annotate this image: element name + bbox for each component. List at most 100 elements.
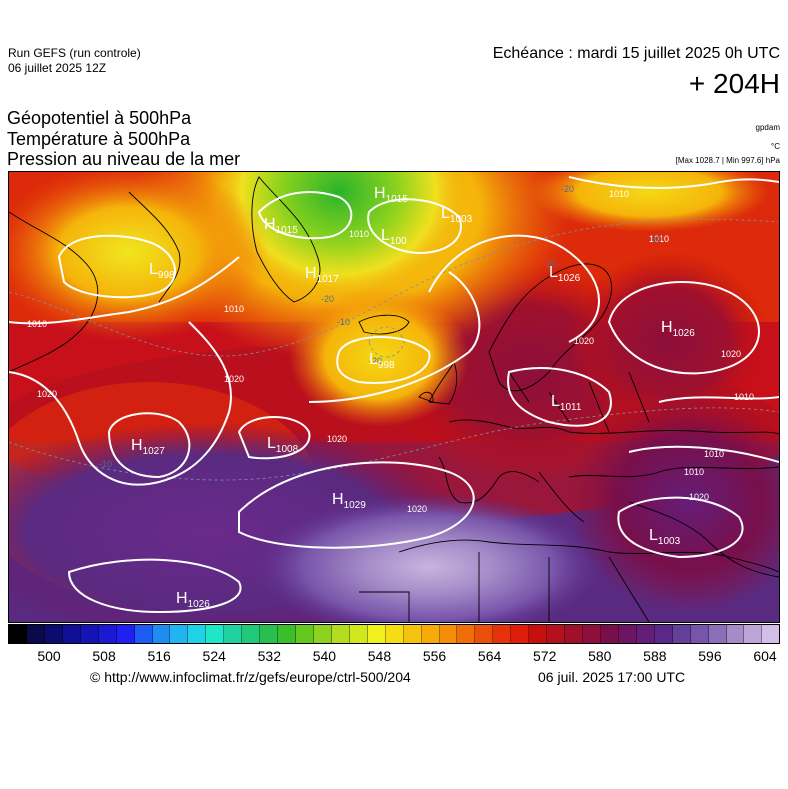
isobar-line [607, 281, 760, 375]
colorbar-swatch [421, 625, 440, 643]
isotherms [9, 219, 779, 481]
isobar-line [67, 558, 242, 614]
colorbar-swatch [726, 625, 745, 643]
colorbar-swatch [26, 625, 45, 643]
colorbar-swatch [296, 625, 314, 643]
colorbar-swatch [260, 625, 279, 643]
isotherm-label: -10 [99, 459, 112, 469]
colorbar [8, 624, 780, 644]
isobar-label: 1020 [37, 389, 57, 399]
colorbar-swatch [134, 625, 153, 643]
colorbar-tick-label: 580 [588, 648, 612, 664]
colorbar-tick-label: 588 [643, 648, 667, 664]
coast-north-africa [398, 539, 779, 573]
isobar-line [336, 336, 431, 384]
isobar-line [308, 271, 481, 403]
colorbar-swatch [618, 625, 637, 643]
field-barents [529, 172, 769, 232]
isobar-line [507, 367, 612, 427]
colorbar-tick-label: 540 [312, 648, 337, 664]
isobar-label: 1010 [649, 234, 669, 244]
colorbar-swatch [80, 625, 99, 643]
pressure-center-high: H1027 [131, 437, 165, 457]
colorbar-swatch [313, 625, 332, 643]
pressure-center-high: H1015 [264, 216, 298, 236]
param-pressure: Pression au niveau de la mer [7, 149, 241, 169]
colorbar-tick-label: 508 [92, 648, 116, 664]
isobar-label: 1010 [684, 467, 704, 477]
isobar-line [617, 496, 744, 559]
pressure-center-low: L998 [369, 351, 395, 371]
isobar-label: 1010 [609, 189, 629, 199]
colorbar-swatch [565, 625, 583, 643]
colorbar-tick-label: 572 [533, 648, 557, 664]
colorbar-tick-label: 556 [422, 648, 447, 664]
isobar-label: 1010 [27, 319, 47, 329]
isobar-line [238, 461, 475, 549]
isobar-line [9, 256, 240, 325]
isobar-label: 1010 [224, 304, 244, 314]
colorbar-swatch [242, 625, 261, 643]
colorbar-swatch [654, 625, 673, 643]
colorbar-swatch [708, 625, 727, 643]
colorbar-swatch [583, 625, 601, 643]
colorbar-swatch [744, 625, 763, 643]
isotherm-line [368, 326, 405, 358]
field-arctic-cold [209, 172, 469, 302]
param-temperature: Température à 500hPa [7, 129, 191, 149]
colorbar-tick-label: 516 [147, 648, 171, 664]
isobar-label: 1020 [574, 336, 594, 346]
coast-scandinavia [488, 263, 613, 392]
colorbar-swatch [493, 625, 512, 643]
colorbar-swatch [278, 625, 296, 643]
isobar-line [628, 445, 779, 463]
map-canvas: 1010 1010 1020 1020 1020 1010 1020 1010 … [9, 172, 779, 622]
isobar-line [367, 198, 462, 254]
isobar-line [428, 234, 600, 343]
colorbar-swatch [457, 625, 476, 643]
colorbar-swatch [170, 625, 189, 643]
colorbar-swatch [439, 625, 458, 643]
isotherm-label: -20 [544, 259, 557, 269]
colorbar-swatch [9, 625, 27, 643]
pressure-center-low: L1026 [549, 264, 581, 284]
run-date: 06 juillet 2025 12Z [8, 61, 107, 75]
field-sahara-warm [249, 492, 609, 622]
colorbar-swatch [116, 625, 135, 643]
colorbar-swatch [547, 625, 566, 643]
isobar-line [9, 321, 232, 486]
isobar-label: 1020 [224, 374, 244, 384]
isobar-line [57, 234, 176, 299]
isobar-line [568, 176, 779, 189]
valid-time: Echéance : mardi 15 juillet 2025 0h UTC [492, 45, 780, 62]
pressure-center-high: H1017 [305, 265, 339, 285]
coast-canada [9, 211, 99, 373]
render-time: 06 juil. 2025 17:00 UTC [538, 669, 686, 685]
pressure-range: [Max 1028.7 | Min 997.6] hPa [675, 156, 780, 165]
isobar-label: 1020 [327, 434, 347, 444]
run-name: Run GEFS (run controle) [8, 46, 141, 60]
colorbar-tick-label: 604 [753, 648, 777, 664]
isobar-label: 1010 [734, 392, 754, 402]
colorbar-swatch [331, 625, 350, 643]
field-russia-warm [569, 252, 769, 432]
isobar-label-group: 1010 1010 1020 1020 1020 1010 1020 1010 … [27, 189, 754, 514]
borders-africa [478, 552, 650, 622]
colorbar-swatch [672, 625, 691, 643]
isobar-line [257, 191, 353, 240]
coast-greenland [251, 176, 321, 303]
param-geopotential: Géopotentiel à 500hPa [7, 108, 192, 128]
isotherm-label: -10 [337, 317, 350, 327]
source-url: © http://www.infoclimat.fr/z/gefs/europe… [90, 669, 411, 685]
field-cutoff-low [289, 287, 469, 427]
colorbar-tick-label: 532 [257, 648, 281, 664]
colorbar-swatch [690, 625, 709, 643]
colorbar-swatch [62, 625, 81, 643]
colorbar-tick-label: 564 [477, 648, 502, 664]
isotherm-label-group: -20 -20 -10 -20 -20 -10 -10 [99, 184, 662, 469]
colorbar-swatch [188, 625, 207, 643]
pressure-center-high: H1026 [661, 319, 695, 339]
isobar-line [658, 396, 779, 403]
coast-baffin [128, 191, 181, 303]
colorbar-swatch [206, 625, 225, 643]
